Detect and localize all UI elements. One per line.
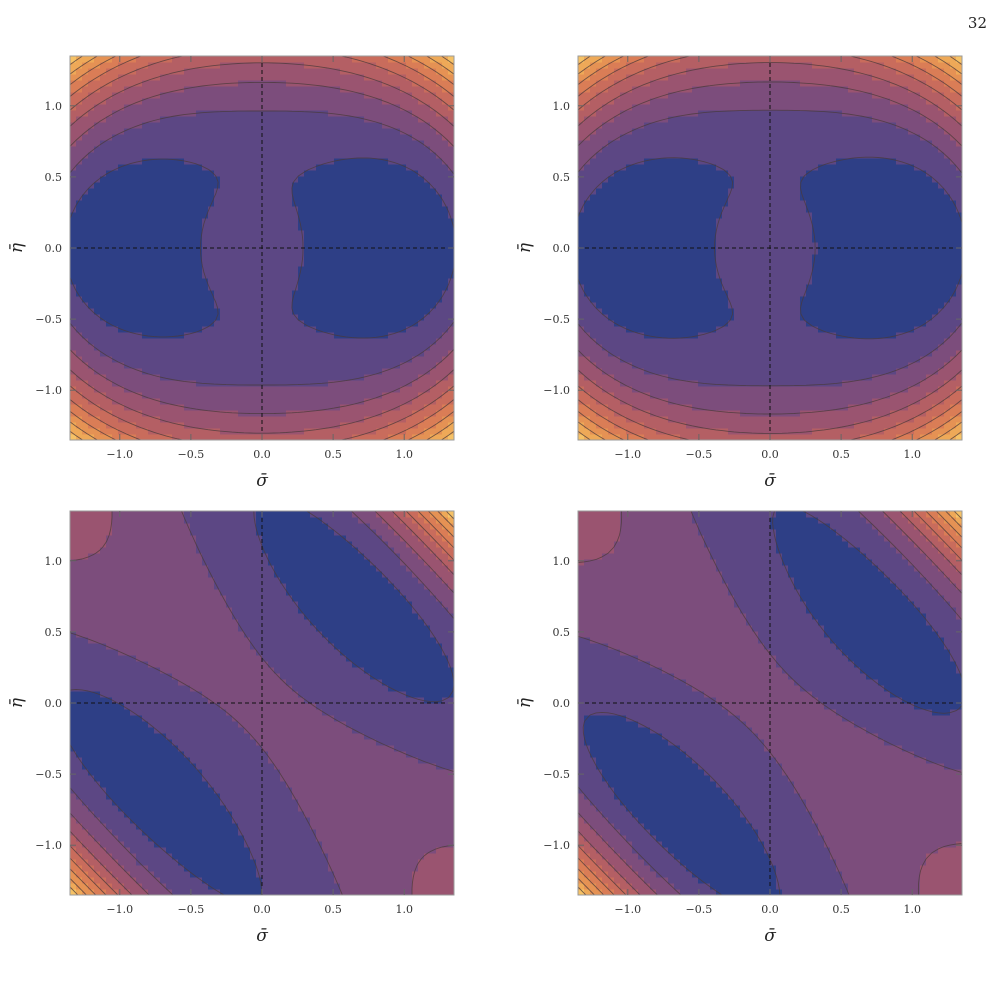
- contour-plot-bottom-left: −1.0 −0.5 0.0 0.5 1.0 −1.0 −0.5 0.0 0.5 1.0 σ̄ η̄: [0, 475, 480, 955]
- y-tick-label: −0.5: [35, 313, 62, 326]
- x-axis-label: σ̄: [256, 471, 268, 491]
- contour-fill-cells: [578, 511, 963, 896]
- y-tick-label: 0.0: [45, 697, 63, 710]
- y-tick-label: 0.5: [45, 626, 63, 639]
- contour-plot-top-left: −1.0 −0.5 0.0 0.5 1.0 −1.0 −0.5 0.0 0.5 1.0 σ̄ η̄: [0, 20, 480, 500]
- contour-lines: [577, 55, 963, 441]
- page-number: 32: [967, 14, 987, 32]
- x-tick-label: 1.0: [395, 448, 413, 461]
- y-tick-label: −1.0: [543, 839, 570, 852]
- x-tick-label: −0.5: [178, 448, 205, 461]
- y-axis-label: η̄: [7, 242, 27, 253]
- contour-fill-cells: [70, 56, 455, 441]
- y-tick-label: 0.5: [45, 171, 63, 184]
- x-tick-label: −1.0: [106, 448, 133, 461]
- x-axis-label: σ̄: [256, 926, 268, 946]
- x-tick-label: 1.0: [903, 903, 921, 916]
- x-tick-label: −1.0: [106, 903, 133, 916]
- x-tick-label: 0.0: [761, 903, 779, 916]
- x-tick-label: 0.5: [832, 903, 850, 916]
- contour-plot-bottom-right: −1.0 −0.5 0.0 0.5 1.0 −1.0 −0.5 0.0 0.5 1.0 σ̄ η̄: [508, 475, 988, 955]
- contour-plot-top-right: −1.0 −0.5 0.0 0.5 1.0 −1.0 −0.5 0.0 0.5 1.0 σ̄ η̄: [508, 20, 988, 500]
- contour-lines: [69, 510, 455, 896]
- x-tick-label: −1.0: [614, 903, 641, 916]
- y-tick-label: 1.0: [45, 555, 63, 568]
- x-axis-label: σ̄: [764, 471, 776, 491]
- x-tick-label: 0.5: [324, 448, 342, 461]
- x-tick-label: 0.5: [832, 448, 850, 461]
- y-tick-label: −1.0: [543, 384, 570, 397]
- x-tick-label: 0.5: [324, 903, 342, 916]
- contour-lines: [577, 510, 963, 896]
- y-tick-label: 1.0: [553, 100, 571, 113]
- y-tick-label: 0.0: [45, 242, 63, 255]
- y-tick-label: −0.5: [35, 768, 62, 781]
- x-tick-label: 0.0: [761, 448, 779, 461]
- x-axis-label: σ̄: [764, 926, 776, 946]
- y-axis-label: η̄: [7, 697, 27, 708]
- x-tick-label: −0.5: [178, 903, 205, 916]
- x-tick-label: −0.5: [686, 903, 713, 916]
- contour-fill-cells: [70, 511, 455, 896]
- y-tick-label: 1.0: [553, 555, 571, 568]
- x-tick-label: −1.0: [614, 448, 641, 461]
- x-tick-label: 1.0: [903, 448, 921, 461]
- x-tick-label: 1.0: [395, 903, 413, 916]
- y-tick-label: 0.5: [553, 171, 571, 184]
- y-tick-label: −1.0: [35, 384, 62, 397]
- y-tick-label: 0.0: [553, 242, 571, 255]
- y-tick-label: −0.5: [543, 313, 570, 326]
- y-axis-label: η̄: [515, 242, 535, 253]
- y-tick-label: 0.5: [553, 626, 571, 639]
- y-tick-label: 1.0: [45, 100, 63, 113]
- y-tick-label: 0.0: [553, 697, 571, 710]
- y-tick-label: −0.5: [543, 768, 570, 781]
- x-tick-label: 0.0: [253, 903, 271, 916]
- y-tick-label: −1.0: [35, 839, 62, 852]
- x-tick-label: −0.5: [686, 448, 713, 461]
- y-axis-label: η̄: [515, 697, 535, 708]
- x-tick-label: 0.0: [253, 448, 271, 461]
